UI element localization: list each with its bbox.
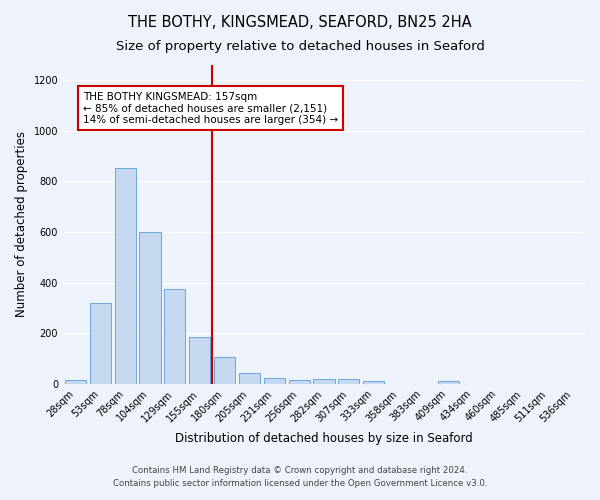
Text: Size of property relative to detached houses in Seaford: Size of property relative to detached ho… xyxy=(116,40,484,53)
Bar xyxy=(164,289,185,384)
Bar xyxy=(438,382,459,384)
Bar xyxy=(115,168,136,384)
Bar xyxy=(214,358,235,384)
Bar xyxy=(338,379,359,384)
Bar xyxy=(264,378,285,384)
Bar xyxy=(189,337,211,384)
Bar xyxy=(289,380,310,384)
Y-axis label: Number of detached properties: Number of detached properties xyxy=(15,132,28,318)
Bar xyxy=(313,379,335,384)
Bar xyxy=(139,232,161,384)
X-axis label: Distribution of detached houses by size in Seaford: Distribution of detached houses by size … xyxy=(175,432,473,445)
Text: THE BOTHY KINGSMEAD: 157sqm
← 85% of detached houses are smaller (2,151)
14% of : THE BOTHY KINGSMEAD: 157sqm ← 85% of det… xyxy=(83,92,338,125)
Bar xyxy=(363,382,384,384)
Bar xyxy=(239,372,260,384)
Bar xyxy=(90,303,111,384)
Text: Contains HM Land Registry data © Crown copyright and database right 2024.
Contai: Contains HM Land Registry data © Crown c… xyxy=(113,466,487,487)
Text: THE BOTHY, KINGSMEAD, SEAFORD, BN25 2HA: THE BOTHY, KINGSMEAD, SEAFORD, BN25 2HA xyxy=(128,15,472,30)
Bar xyxy=(65,380,86,384)
